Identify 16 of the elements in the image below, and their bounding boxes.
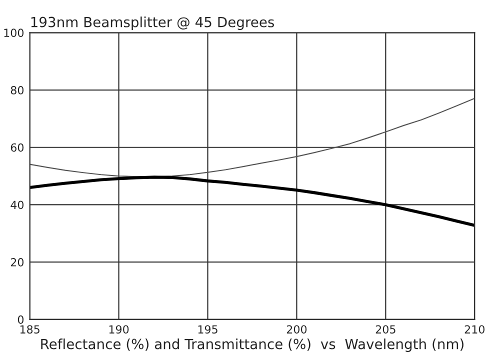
x-tick-label: 205 — [376, 325, 396, 334]
y-tick-label: 20 — [10, 258, 24, 266]
x-tick-label: 190 — [109, 325, 129, 334]
x-tick-label: 185 — [20, 325, 40, 334]
y-tick-label: 100 — [4, 28, 24, 38]
x-axis-title: Reflectance (%) and Transmittance (%) vs Wavelength (nm) — [41, 338, 464, 352]
x-tick-label: 200 — [286, 325, 307, 334]
y-tick-label: 0 — [18, 315, 24, 324]
x-tick-label: 195 — [198, 325, 218, 334]
y-tick-label: 80 — [10, 86, 24, 94]
x-tick-label: 210 — [464, 325, 484, 334]
line-series — [30, 176, 475, 227]
line-series — [30, 98, 475, 178]
y-tick-label: 60 — [10, 143, 24, 152]
y-tick-label: 40 — [10, 200, 24, 210]
chart-title: 193nm Beamsplitter @ 45 Degrees — [31, 16, 274, 30]
